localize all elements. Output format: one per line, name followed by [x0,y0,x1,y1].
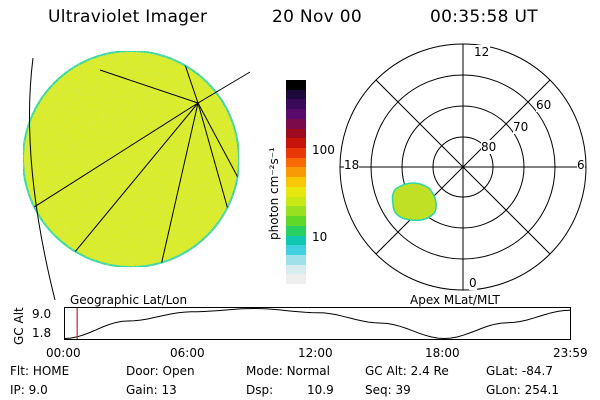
geo-panel-label: Geographic Lat/Lon [70,293,188,307]
mode-value: Normal [286,364,330,378]
colorbar-segment [286,264,306,275]
seq-value: 39 [395,383,411,397]
colorbar [286,80,306,285]
ip-label: IP: [10,383,25,397]
colorbar-segment [286,177,306,187]
colorbar-segment [286,235,306,246]
colorbar-segment [286,216,306,226]
flt-value: HOME [32,364,70,378]
mlt-0-label: 0 [469,276,477,290]
seq-readout: Seq: 39 [365,383,411,397]
colorbar-segment [286,274,306,285]
gain-label: Gain: [126,383,158,397]
colorbar-segment [286,80,306,90]
alt-plot-frame [64,307,571,340]
polar-plot [339,43,587,291]
gcalt-value: 2.4 Re [410,364,449,378]
dsp-label: Dsp: [246,383,274,397]
colorbar-segment [286,89,306,100]
altitude-plot [64,307,571,340]
gain-readout: Gain: 13 [126,383,177,397]
colorbar-segment [286,109,306,119]
dsp-value: 10.9 [306,383,334,397]
colorbar-segment [286,186,306,197]
glat-value: -84.7 [521,364,553,378]
mlt-18-label: 18 [344,158,360,172]
polar-panel-label: Apex MLat/MLT [410,293,500,307]
glon-value: 254.1 [524,383,559,397]
colorbar-segment [286,254,306,265]
door-label: Door: [126,364,159,378]
door-readout: Door: Open [126,364,195,378]
geographic-image [22,50,251,300]
mlat-80-label: 80 [481,140,497,154]
mode-label: Mode: [246,364,283,378]
x-tick-1800: 18:00 [425,346,460,360]
flt-label: Flt: [10,364,29,378]
colorbar-segment [286,225,306,236]
x-tick-0000: 00:00 [46,346,81,360]
mlat-60-label: 60 [536,98,552,112]
colorbar-tick-10: 10 [312,230,328,244]
colorbar-segment [286,118,306,129]
seq-label: Seq: [365,383,392,397]
alt-tick-max: 9.0 [32,307,52,321]
colorbar-segment [286,157,306,168]
colorbar-segment [286,138,306,149]
colorbar-segment [286,128,306,139]
gain-value: 13 [161,383,177,397]
colorbar-segment [286,167,306,178]
x-tick-0600: 06:00 [170,346,205,360]
x-tick-2359: 23:59 [553,346,588,360]
glon-label: GLon: [486,383,521,397]
flt-readout: Flt: HOME [10,364,69,378]
colorbar-unit-label: photon cm⁻²s⁻¹ [267,147,281,240]
alt-tick-min: 1.8 [32,326,52,340]
ip-value: 9.0 [28,383,48,397]
auroral-oval-blob [391,182,437,222]
mlat-70-label: 70 [513,120,529,134]
date-label: 20 Nov 00 [272,7,362,27]
ip-readout: IP: 9.0 [10,383,48,397]
time-label: 00:35:58 UT [430,7,538,27]
mlt-6-label: 6 [577,158,585,172]
image-disc [22,50,240,268]
colorbar-segment [286,206,306,217]
glat-label: GLat: [486,364,519,378]
mode-readout: Mode: Normal [246,364,330,378]
alt-series-line [64,307,571,340]
mlt-12-label: 12 [473,45,491,59]
door-value: Open [162,364,195,378]
colorbar-segment [286,196,306,207]
gcalt-readout: GC Alt: 2.4 Re [365,364,449,378]
colorbar-tick-100: 100 [312,143,335,157]
colorbar-segment [286,99,306,110]
gcalt-label: GC Alt: [365,364,407,378]
lat-lon-grid [23,51,239,267]
glon-readout: GLon: 254.1 [486,383,559,397]
glat-readout: GLat: -84.7 [486,364,553,378]
colorbar-segment [286,148,306,158]
dsp-readout: Dsp: 10.9 [246,383,334,397]
colorbar-segment [286,245,306,255]
instrument-title: Ultraviolet Imager [48,7,208,27]
x-tick-1200: 12:00 [298,346,333,360]
alt-axis-label: GC Alt [12,307,26,345]
